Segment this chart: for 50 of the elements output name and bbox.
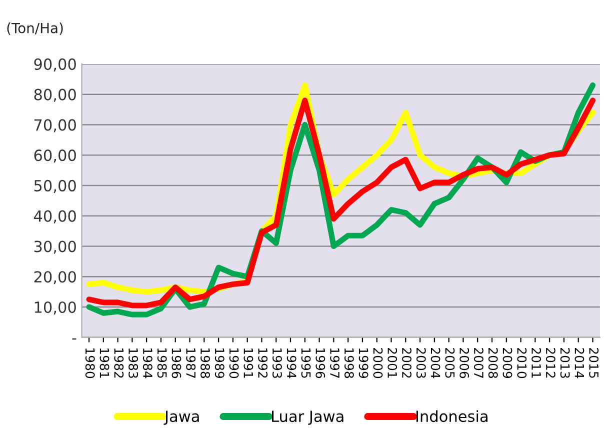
x-tick-label: 1991 [244,348,254,378]
x-tick-label: 1982 [114,348,124,378]
x-tick-label: 2005 [445,348,455,378]
x-tick-label: 1986 [172,348,182,378]
x-tick-label: 2009 [502,348,512,378]
x-tick-label: 2008 [488,348,498,378]
x-tick-label: 2000 [373,348,383,378]
y-tick-label: 40,00 [34,210,76,224]
x-tick-label: 1992 [258,348,268,378]
x-tick-label: 1981 [100,348,110,378]
x-tick-label: 2006 [460,348,470,378]
x-tick-label: 1996 [316,348,326,378]
x-tick-label: 1997 [330,348,340,378]
y-tick-label: 10,00 [34,301,76,315]
x-tick-label: 1985 [157,348,167,378]
x-tick-label: 1994 [286,348,296,378]
x-tick-label: 2003 [416,348,426,378]
x-tick-label: 1995 [301,348,311,378]
x-tick-label: 1984 [142,348,152,378]
x-tick-label: 1990 [229,348,239,378]
x-tick-label: 1989 [214,348,224,378]
y-tick-label: - [72,338,76,340]
x-tick-label: 2015 [589,348,599,378]
x-tick-label: 1998 [344,348,354,378]
x-tick-label: 1988 [200,348,210,378]
y-tick-label: 90,00 [34,58,76,72]
y-tick-label: 80,00 [34,88,76,102]
y-tick-label: 60,00 [34,150,76,163]
x-tick-label: 2013 [560,348,570,378]
x-tick-label: 1980 [85,348,95,378]
y-tick-label: 70,00 [34,119,76,132]
x-tick-label: 2010 [517,348,527,378]
x-tick-label: 2001 [388,348,398,378]
y-tick-label: 30,00 [34,240,76,254]
y-tick-label: 20,00 [34,271,76,284]
x-tick-label: 2011 [532,348,541,378]
x-tick-label: 2012 [546,348,556,378]
x-tick-label: 2014 [574,348,584,378]
y-axis-title: (Ton/Ha) [7,22,63,35]
x-tick-label: 1993 [272,348,282,378]
legend-label: Jawa [164,410,199,425]
x-tick-label: 1999 [358,348,368,378]
legend-label: Indonesia [416,410,488,422]
x-tick-label: 1983 [128,348,138,378]
x-tick-label: 2002 [402,348,412,378]
y-tick-label: 50,00 [34,180,76,194]
x-tick-label: 2004 [430,348,440,378]
x-tick-label: 2007 [474,348,484,378]
x-tick-label: 1987 [186,348,196,378]
legend-label: Luar Jawa [272,410,344,425]
